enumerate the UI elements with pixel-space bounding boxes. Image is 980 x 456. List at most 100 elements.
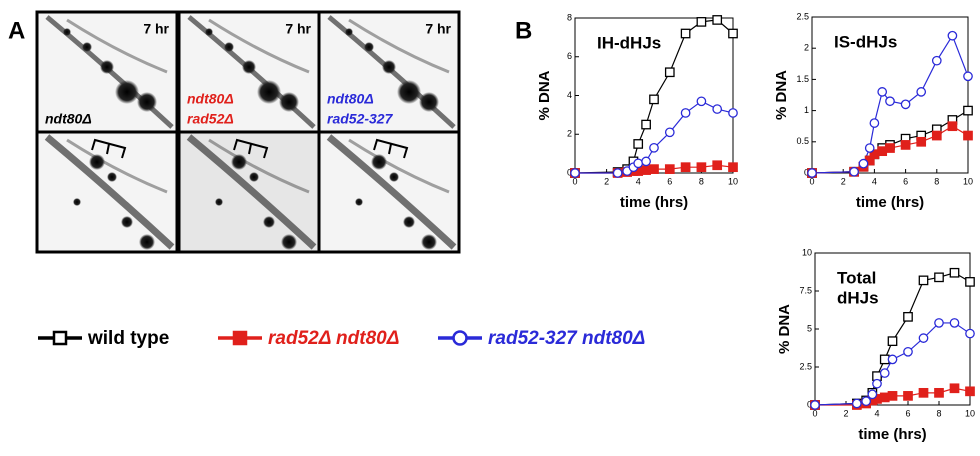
y-tick-label: 1 <box>804 105 809 115</box>
marker <box>877 87 888 97</box>
marker <box>947 30 958 41</box>
x-tick-label: 6 <box>667 176 672 186</box>
marker <box>696 17 707 27</box>
marker <box>712 104 723 114</box>
gel-spot <box>73 198 81 206</box>
y-tick-label: 0 <box>807 399 812 409</box>
legend-label: rad52-327 ndt80Δ <box>488 328 645 349</box>
y-tick-label: 4 <box>567 90 572 100</box>
gel-spot <box>364 42 374 52</box>
marker <box>680 28 691 39</box>
legend-label: rad52Δ ndt80Δ <box>268 328 399 349</box>
gel-spot <box>63 28 71 36</box>
marker <box>900 140 911 150</box>
chart-title: dHJs <box>837 288 879 307</box>
x-tick-label: 8 <box>699 176 704 186</box>
gel-spot <box>281 234 297 250</box>
marker <box>680 108 691 118</box>
gel-spot <box>421 234 437 250</box>
x-tick-label: 0 <box>572 176 577 186</box>
gel-spot <box>89 154 105 170</box>
x-tick-label: 6 <box>903 176 908 186</box>
y-axis-label: % DNA <box>776 304 793 354</box>
time-label: 7 hr <box>425 21 451 37</box>
x-tick-label: 0 <box>809 176 814 186</box>
marker <box>641 165 651 175</box>
x-axis-label: time (hrs) <box>858 426 926 443</box>
x-tick-label: 2 <box>604 176 609 186</box>
strain-label: rad52-327 <box>327 111 394 127</box>
bracket <box>233 138 269 159</box>
marker <box>869 118 880 128</box>
gel-arc <box>326 134 457 250</box>
marker <box>664 127 675 138</box>
marker <box>877 146 888 157</box>
y-tick-label: 0.5 <box>796 136 809 146</box>
x-tick-label: 4 <box>636 176 641 186</box>
marker <box>931 130 942 141</box>
gel-spot <box>257 80 281 104</box>
y-tick-label: 1.5 <box>796 74 809 84</box>
marker <box>887 354 898 365</box>
gel-arc <box>44 134 175 250</box>
gel-arc <box>348 138 450 194</box>
gel-arc <box>66 18 168 74</box>
y-tick-label: 7.5 <box>799 285 812 295</box>
marker <box>649 94 659 105</box>
marker <box>728 162 738 173</box>
marker <box>916 136 927 147</box>
bracket <box>91 138 127 159</box>
marker <box>712 15 723 25</box>
gel-spot <box>231 154 247 170</box>
gel-spot <box>355 198 363 206</box>
marker <box>696 162 707 173</box>
plot-frame <box>811 16 969 174</box>
gel-spot <box>242 60 256 74</box>
series-line <box>575 100 734 174</box>
marker <box>934 318 944 328</box>
gel-spot <box>115 80 139 104</box>
gel-spot <box>382 60 396 74</box>
gel-spot <box>100 60 114 74</box>
marker <box>918 387 929 398</box>
marker <box>963 71 973 82</box>
marker <box>649 164 659 174</box>
marker <box>452 330 468 346</box>
marker <box>949 267 960 278</box>
gel-spot <box>397 80 421 104</box>
marker <box>810 400 820 410</box>
y-tick-label: 2.5 <box>796 11 809 21</box>
marker <box>864 143 875 153</box>
gel-arc <box>208 18 310 74</box>
marker <box>641 119 651 130</box>
marker <box>861 396 872 407</box>
gel-spot <box>224 42 234 52</box>
y-tick-label: 2 <box>804 43 809 53</box>
x-tick-label: 0 <box>812 408 817 418</box>
marker <box>867 389 878 400</box>
marker <box>728 108 738 118</box>
y-tick-label: 0 <box>804 167 809 177</box>
marker <box>947 121 958 132</box>
x-tick-label: 10 <box>728 176 738 186</box>
marker <box>900 99 911 110</box>
marker <box>664 164 675 174</box>
marker <box>903 311 913 322</box>
y-tick-label: 2 <box>567 129 572 139</box>
marker <box>680 162 691 173</box>
marker <box>728 28 738 39</box>
x-tick-label: 4 <box>872 176 877 186</box>
strain-label: ndt80Δ <box>187 91 234 107</box>
gel-spot <box>263 216 275 228</box>
marker <box>931 55 942 66</box>
gel-spot <box>121 216 133 228</box>
x-tick-label: 2 <box>843 408 848 418</box>
gel-spot <box>419 92 439 112</box>
marker <box>885 143 895 153</box>
marker <box>612 168 623 178</box>
gel-arc <box>66 138 168 194</box>
x-axis-label: time (hrs) <box>856 194 924 211</box>
marker <box>887 391 898 401</box>
x-tick-label: 6 <box>905 408 910 418</box>
